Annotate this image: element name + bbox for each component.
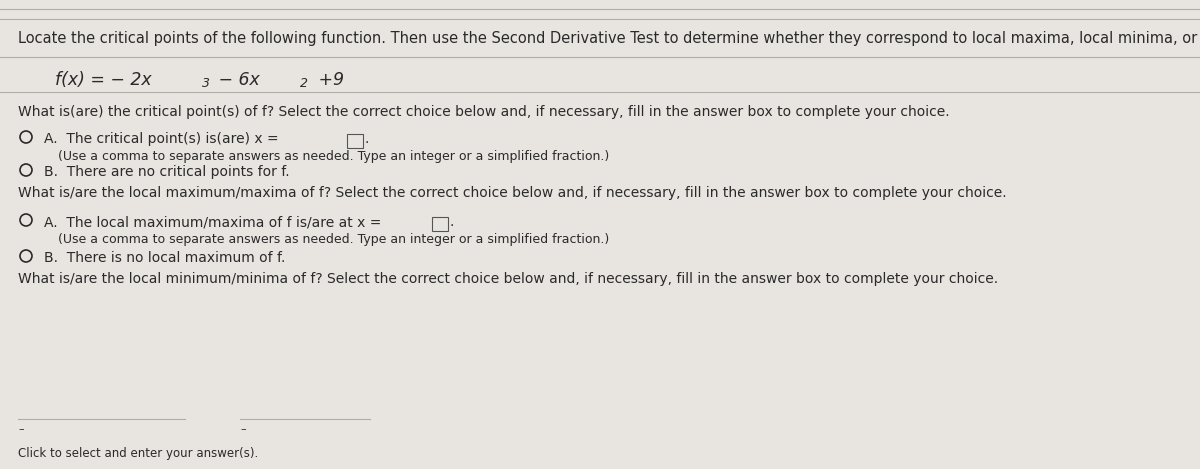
- Text: − 6x: − 6x: [214, 71, 259, 89]
- Text: .: .: [450, 215, 454, 229]
- Text: B.  There is no local maximum of f.: B. There is no local maximum of f.: [44, 251, 286, 265]
- Text: 2: 2: [300, 77, 308, 90]
- Bar: [347, 134, 362, 148]
- Text: .: .: [365, 132, 368, 146]
- Text: What is/are the local maximum/maxima of f? Select the correct choice below and, : What is/are the local maximum/maxima of …: [18, 186, 1007, 200]
- Text: (Use a comma to separate answers as needed. Type an integer or a simplified frac: (Use a comma to separate answers as need…: [58, 150, 610, 163]
- Text: (Use a comma to separate answers as needed. Type an integer or a simplified frac: (Use a comma to separate answers as need…: [58, 233, 610, 246]
- Text: 3: 3: [202, 77, 210, 90]
- Text: B.  There are no critical points for f.: B. There are no critical points for f.: [44, 165, 289, 179]
- Text: –: –: [240, 424, 246, 434]
- Bar: [432, 217, 448, 231]
- Text: –: –: [18, 424, 24, 434]
- Text: What is/are the local minimum/minima of f? Select the correct choice below and, : What is/are the local minimum/minima of …: [18, 272, 998, 286]
- Text: f(x) = − 2x: f(x) = − 2x: [55, 71, 151, 89]
- Text: A.  The local maximum/maxima of f is/are at x =: A. The local maximum/maxima of f is/are …: [44, 215, 382, 229]
- Text: Click to select and enter your answer(s).: Click to select and enter your answer(s)…: [18, 447, 258, 460]
- Text: A.  The critical point(s) is(are) x =: A. The critical point(s) is(are) x =: [44, 132, 278, 146]
- Text: +9: +9: [313, 71, 344, 89]
- Text: What is(are) the critical point(s) of f? Select the correct choice below and, if: What is(are) the critical point(s) of f?…: [18, 105, 949, 119]
- Text: Locate the critical points of the following function. Then use the Second Deriva: Locate the critical points of the follow…: [18, 31, 1200, 46]
